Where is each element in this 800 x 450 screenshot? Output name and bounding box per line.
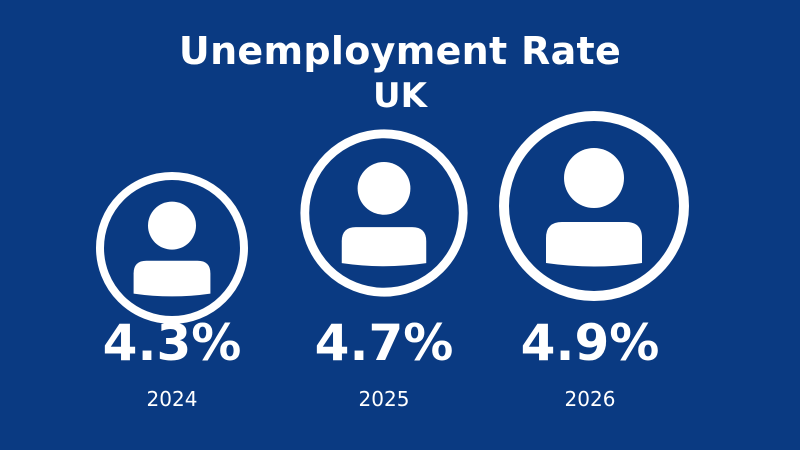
chart-title: Unemployment Rate [178,29,622,73]
data-item-2025: 4.7% 2025 [264,0,504,450]
value-label-2024: 4.3% [102,314,242,372]
data-item-2026: 4.9% 2026 [470,0,710,450]
category-label-2024: 2024 [146,387,198,411]
category-label-2025: 2025 [358,387,410,411]
category-label-2026: 2026 [564,387,616,411]
chart-subtitle: UK [373,76,427,116]
value-label-2026: 4.9% [520,314,660,372]
person-circle-icon [96,172,248,324]
person-circle-icon [499,111,689,301]
value-label-2025: 4.7% [314,314,454,372]
person-circle-icon [300,129,468,297]
data-item-2024: 4.3% 2024 [52,0,292,450]
